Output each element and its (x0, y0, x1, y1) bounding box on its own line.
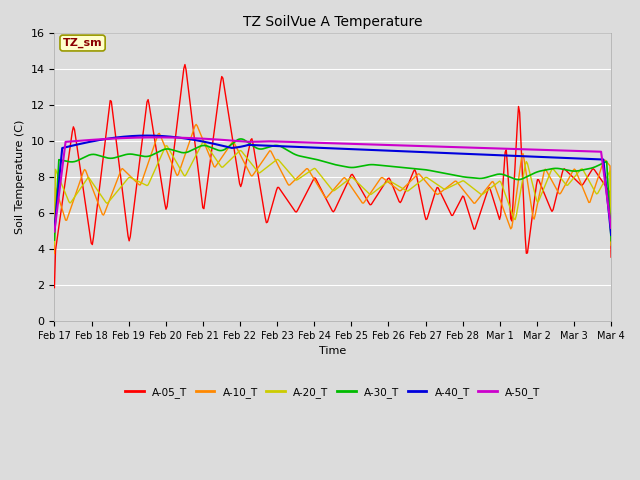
A-10_T (595, 172, 603, 178)
A-20_T (383, 180, 390, 185)
A-40_T (508, 153, 516, 158)
Y-axis label: Soil Temperature (C): Soil Temperature (C) (15, 120, 25, 234)
A-05_T (353, 179, 360, 185)
Line: A-20_T: A-20_T (54, 142, 611, 245)
A-50_T (353, 141, 360, 147)
A-30_T (383, 163, 390, 169)
A-30_T (237, 136, 244, 142)
A-40_T (143, 132, 151, 138)
A-10_T (607, 241, 615, 247)
A-30_T (319, 158, 327, 164)
A-20_T (316, 171, 324, 177)
A-30_T (316, 157, 324, 163)
Text: TZ_sm: TZ_sm (63, 38, 102, 48)
A-05_T (51, 285, 58, 290)
A-05_T (181, 61, 189, 67)
A-05_T (508, 218, 516, 224)
A-20_T (51, 241, 58, 247)
A-10_T (316, 186, 324, 192)
Line: A-05_T: A-05_T (54, 64, 611, 288)
A-10_T (51, 251, 58, 256)
A-20_T (595, 188, 603, 194)
A-10_T (353, 192, 360, 198)
A-10_T (319, 192, 327, 197)
A-05_T (595, 173, 603, 179)
A-05_T (607, 254, 615, 260)
A-05_T (319, 191, 327, 196)
Legend: A-05_T, A-10_T, A-20_T, A-30_T, A-40_T, A-50_T: A-05_T, A-10_T, A-20_T, A-30_T, A-40_T, … (121, 383, 545, 402)
A-05_T (316, 184, 324, 190)
A-30_T (51, 237, 58, 243)
A-50_T (51, 229, 58, 235)
A-20_T (200, 139, 208, 144)
A-10_T (192, 121, 200, 127)
A-40_T (607, 232, 615, 238)
A-50_T (607, 225, 615, 231)
A-30_T (595, 162, 603, 168)
X-axis label: Time: Time (319, 346, 346, 356)
A-40_T (595, 156, 603, 162)
A-20_T (353, 179, 360, 184)
A-40_T (316, 145, 324, 151)
A-20_T (319, 176, 327, 181)
Line: A-10_T: A-10_T (54, 124, 611, 253)
A-50_T (319, 140, 327, 146)
Line: A-30_T: A-30_T (54, 139, 611, 240)
A-50_T (508, 146, 516, 152)
A-40_T (383, 148, 390, 154)
A-20_T (508, 210, 516, 216)
A-30_T (607, 238, 615, 243)
A-10_T (508, 225, 516, 230)
Line: A-40_T: A-40_T (54, 135, 611, 235)
A-30_T (508, 175, 516, 180)
A-20_T (607, 242, 615, 248)
A-30_T (353, 164, 360, 170)
A-50_T (383, 142, 390, 148)
A-40_T (51, 227, 58, 232)
A-10_T (383, 178, 390, 184)
A-40_T (319, 145, 327, 151)
A-40_T (353, 146, 360, 152)
A-50_T (316, 140, 324, 146)
Title: TZ SoilVue A Temperature: TZ SoilVue A Temperature (243, 15, 422, 29)
A-05_T (383, 177, 390, 183)
Line: A-50_T: A-50_T (54, 137, 611, 232)
A-50_T (595, 149, 603, 155)
A-50_T (153, 134, 161, 140)
